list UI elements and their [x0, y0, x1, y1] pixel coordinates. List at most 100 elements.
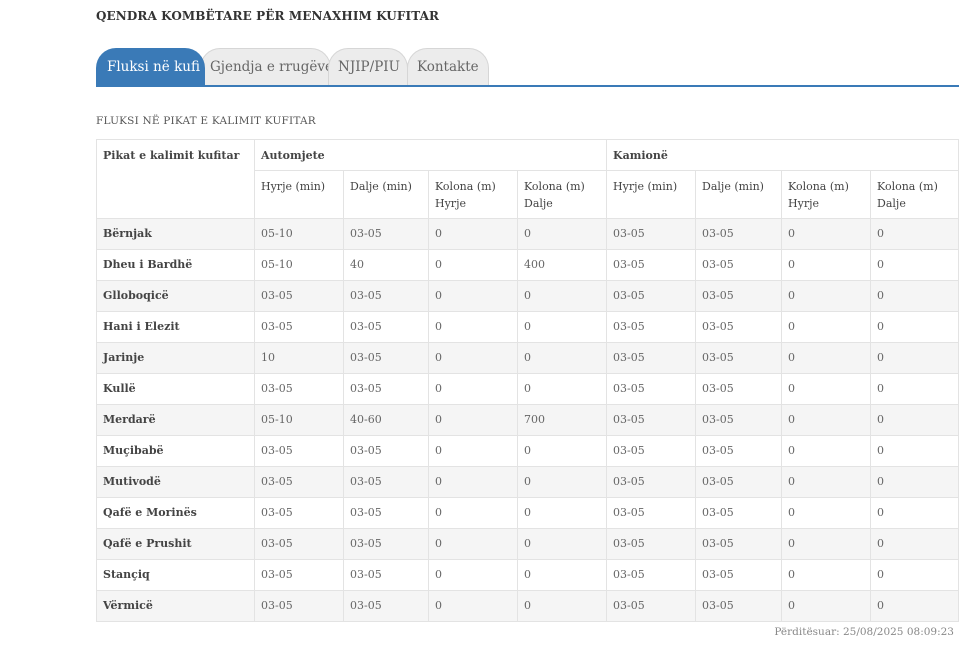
table-cell: 0 [781, 311, 872, 343]
sub-header-2: Kolona (m) Hyrje [428, 170, 518, 219]
table-cell: 0 [428, 590, 518, 622]
table-cell: 0 [428, 218, 518, 250]
table-cell: 03-05 [254, 373, 344, 405]
table-row: Stançiq 03-05 03-05 0 0 03-05 03-05 0 0 [96, 559, 960, 591]
table-cell: 0 [870, 466, 960, 498]
table-cell: 0 [428, 311, 518, 343]
table-cell: 05-10 [254, 404, 344, 436]
table-cell: 03-05 [606, 342, 697, 374]
table-cell: 0 [870, 528, 960, 560]
sub-header-4: Hyrje (min) [606, 170, 697, 219]
table-cell: 0 [781, 218, 872, 250]
table-cell: 03-05 [343, 280, 429, 312]
table-cell: 03-05 [606, 559, 697, 591]
table-row: Kullë 03-05 03-05 0 0 03-05 03-05 0 0 [96, 373, 960, 405]
table-cell: 0 [781, 435, 872, 467]
table-cell: 03-05 [343, 218, 429, 250]
table-cell: 03-05 [695, 497, 783, 529]
header-border-point: Pikat e kalimit kufitar [96, 139, 255, 219]
table-cell: 03-05 [254, 497, 344, 529]
table-cell: 0 [781, 280, 872, 312]
table-cell: 0 [781, 559, 872, 591]
table-row: Dheu i Bardhë 05-10 40 0 400 03-05 03-05 0 0 [96, 249, 960, 281]
table-cell: 0 [428, 466, 518, 498]
table-cell: 0 [870, 497, 960, 529]
table-cell: 0 [516, 280, 608, 312]
sub-header-7: Kolona (m) Dalje [870, 170, 960, 219]
table-cell: 700 [516, 404, 608, 436]
header-group-vehicles: Automjete [253, 139, 608, 171]
table-cell: 0 [516, 559, 608, 591]
table-cell: 03-05 [695, 466, 783, 498]
table-row: Qafë e Morinës 03-05 03-05 0 0 03-05 03-05 0 0 [96, 497, 960, 529]
table-cell: 03-05 [254, 590, 344, 622]
sub-header-6: Kolona (m) Hyrje [781, 170, 872, 219]
table-row: Muçibabë 03-05 03-05 0 0 03-05 03-05 0 0 [96, 435, 960, 467]
table-cell: 03-05 [695, 311, 783, 343]
table-cell: 03-05 [606, 311, 697, 343]
table-cell: 0 [428, 404, 518, 436]
border-point-name: Vërmicë [96, 590, 255, 622]
table-cell: 0 [428, 280, 518, 312]
border-point-name: Qafë e Morinës [96, 497, 255, 529]
table-cell: 03-05 [606, 404, 697, 436]
site-title: QENDRA KOMBËTARE PËR MENAXHIM KUFITAR [96, 9, 440, 23]
table-cell: 40-60 [343, 404, 429, 436]
table-cell: 0 [428, 373, 518, 405]
table-cell: 0 [516, 466, 608, 498]
table-cell: 0 [870, 590, 960, 622]
table-cell: 0 [781, 373, 872, 405]
table-cell: 03-05 [606, 497, 697, 529]
border-point-name: Merdarë [96, 404, 255, 436]
tab-bar: Fluksi në kufi Gjendja e rrugëve NJIP/PI… [96, 48, 959, 87]
table-cell: 0 [870, 435, 960, 467]
header-group-trucks: Kamionë [606, 139, 960, 171]
table-row: Glloboqicë 03-05 03-05 0 0 03-05 03-05 0 0 [96, 280, 960, 312]
border-flux-table: Pikat e kalimit kufitar Automjete Kamion… [96, 139, 960, 622]
sub-header-5: Dalje (min) [695, 170, 783, 219]
table-cell: 03-05 [254, 435, 344, 467]
table-cell: 0 [870, 218, 960, 250]
table-cell: 0 [781, 342, 872, 374]
tab-fluksi-ne-kufi[interactable]: Fluksi në kufi [96, 48, 205, 85]
table-cell: 0 [781, 590, 872, 622]
table-cell: 10 [254, 342, 344, 374]
table-cell: 03-05 [695, 559, 783, 591]
sub-header-1: Dalje (min) [343, 170, 429, 219]
table-cell: 03-05 [606, 466, 697, 498]
border-point-name: Hani i Elezit [96, 311, 255, 343]
border-point-name: Muçibabë [96, 435, 255, 467]
section-title: FLUKSI NË PIKAT E KALIMIT KUFITAR [96, 115, 316, 127]
table-cell: 03-05 [343, 559, 429, 591]
table-cell: 0 [870, 280, 960, 312]
table-cell: 03-05 [606, 280, 697, 312]
table-row: Hani i Elezit 03-05 03-05 0 0 03-05 03-05 0 0 [96, 311, 960, 343]
table-cell: 0 [781, 528, 872, 560]
table-cell: 03-05 [606, 590, 697, 622]
table-cell: 05-10 [254, 249, 344, 281]
table-cell: 0 [516, 342, 608, 374]
border-point-name: Bërnjak [96, 218, 255, 250]
tab-kontakte[interactable]: Kontakte [407, 48, 489, 85]
table-cell: 0 [428, 528, 518, 560]
table-cell: 0 [428, 559, 518, 591]
table-cell: 03-05 [695, 342, 783, 374]
table-cell: 03-05 [254, 311, 344, 343]
table-cell: 03-05 [254, 559, 344, 591]
table-cell: 03-05 [254, 280, 344, 312]
table-cell: 0 [870, 373, 960, 405]
border-point-name: Qafë e Prushit [96, 528, 255, 560]
table-cell: 03-05 [343, 466, 429, 498]
table-cell: 03-05 [343, 528, 429, 560]
border-point-name: Mutivodë [96, 466, 255, 498]
tab-gjendja-e-rrugeve[interactable]: Gjendja e rrugëve [200, 48, 333, 85]
table-cell: 0 [516, 311, 608, 343]
tab-njip-piu[interactable]: NJIP/PIU [328, 48, 408, 85]
last-updated: Përditësuar: 25/08/2025 08:09:23 [774, 626, 954, 638]
table-cell: 03-05 [343, 590, 429, 622]
border-point-name: Stançiq [96, 559, 255, 591]
table-row: Jarinje 10 03-05 0 0 03-05 03-05 0 0 [96, 342, 960, 374]
table-cell: 0 [781, 497, 872, 529]
border-point-name: Jarinje [96, 342, 255, 374]
table-cell: 03-05 [695, 590, 783, 622]
